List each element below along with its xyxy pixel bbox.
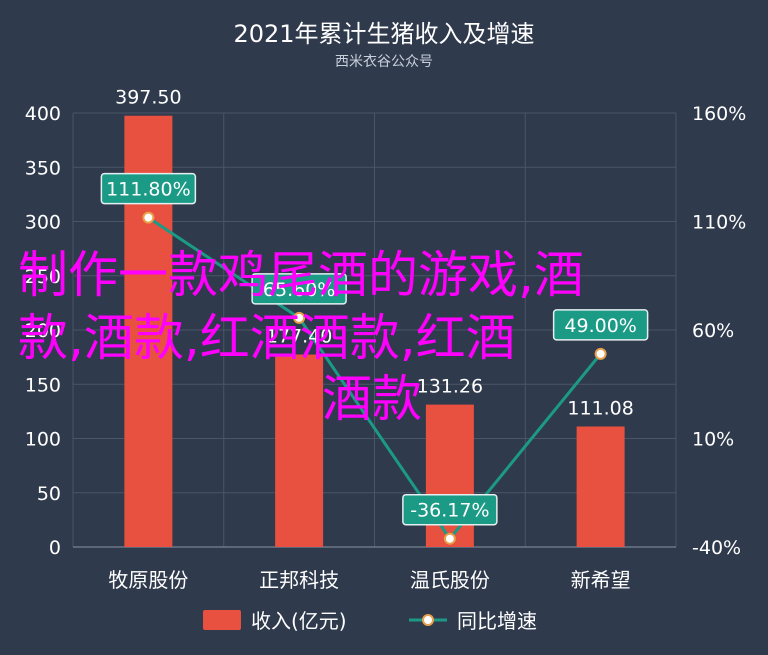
growth-point — [594, 347, 607, 360]
chart-title: 2021年累计生猪收入及增速 — [233, 20, 534, 48]
y-left-tick-label: 100 — [25, 429, 61, 451]
y-left-tick-label: 0 — [49, 537, 61, 559]
y-right-tick-label: 110% — [692, 212, 746, 234]
y-left-tick-label: 250 — [25, 266, 61, 288]
growth-label-box — [100, 172, 197, 205]
growth-label-box — [552, 309, 649, 341]
growth-data-label: 111.80% — [106, 179, 191, 201]
y-axis-right: -40% 10% 60% 110% 160% — [692, 103, 746, 559]
bar-data-label: 111.08 — [567, 397, 633, 419]
x-tick-label: 正邦科技 — [259, 568, 339, 592]
growth-point — [293, 311, 306, 324]
x-axis: 牧原股份 正邦科技 温氏股份 新希望 — [73, 546, 676, 592]
y-left-tick-label: 400 — [25, 103, 61, 125]
line-series — [142, 211, 607, 545]
overlay-text-line: 制作一款鸡尾酒的游戏,酒 — [18, 246, 584, 304]
y-right-tick-label: 160% — [692, 103, 746, 125]
bar-data-label: 131.26 — [417, 376, 483, 398]
y-right-tick-label: -40% — [692, 537, 741, 559]
growth-line — [147, 216, 602, 542]
growth-data-label: 49.00% — [564, 315, 636, 337]
bar-data-label: 177.40 — [266, 326, 332, 348]
y-right-tick-label: 60% — [692, 320, 734, 342]
y-left-tick-label: 50 — [37, 483, 61, 505]
grid — [72, 112, 677, 548]
bar — [576, 426, 625, 547]
growth-point — [443, 532, 456, 545]
y-left-tick-label: 350 — [25, 157, 61, 179]
legend: 收入(亿元) 同比增速 — [203, 609, 537, 633]
growth-label-box — [251, 273, 347, 305]
x-tick-label: 新希望 — [571, 568, 631, 592]
growth-data-label: -36.17% — [410, 500, 489, 522]
legend-swatch-bar — [203, 610, 241, 630]
bar-data-label: 397.50 — [115, 87, 181, 109]
y-left-tick-label: 300 — [25, 212, 61, 234]
y-left-tick-label: 200 — [25, 320, 61, 342]
data-labels: 397.50 177.40 131.26 111.08 111.80% 65.60% -36… — [100, 87, 649, 526]
chart-subtitle: 西米衣谷公众号 — [335, 54, 433, 70]
growth-data-label: 65.60% — [263, 279, 335, 301]
x-tick-label: 牧原股份 — [108, 568, 188, 592]
legend-swatch-marker — [422, 614, 434, 626]
legend-label-bar: 收入(亿元) — [251, 609, 347, 633]
bar — [425, 404, 474, 547]
y-axis-left: 0 50 100 150 200 250 300 350 400 — [25, 103, 61, 559]
growth-point — [142, 211, 155, 224]
bar — [275, 354, 324, 547]
y-left-tick-label: 150 — [25, 374, 61, 396]
growth-label-box — [402, 493, 498, 526]
legend-label-line: 同比增速 — [457, 609, 537, 633]
overlay-text-line: 酒款 — [322, 370, 422, 428]
y-right-tick-label: 10% — [692, 429, 734, 451]
overlay-text-line: 款,酒款,红酒酒款,红酒 — [18, 309, 516, 367]
overlay-watermark-text: 制作一款鸡尾酒的游戏,酒款,酒款,红酒酒款,红酒酒款 — [18, 246, 584, 428]
x-tick-label: 温氏股份 — [410, 568, 490, 592]
